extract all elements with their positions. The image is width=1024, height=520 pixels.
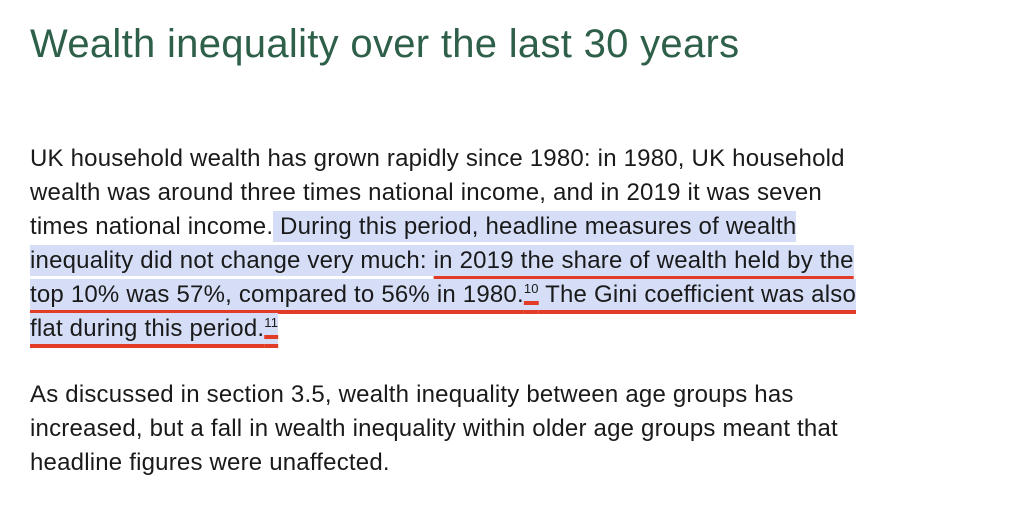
footnote-wrap: 11 [264, 313, 279, 344]
footnote-ref: 11 [264, 313, 279, 332]
text-run: times national income. [30, 213, 274, 240]
text-run: top 10% was 57%, compared to 56% in 1980… [30, 279, 524, 310]
text-line: increased, but a fall in wealth inequali… [30, 412, 838, 446]
text-line: flat during this period.11 [30, 312, 856, 346]
paragraph: As discussed in section 3.5, wealth ineq… [30, 378, 838, 480]
text-line: headline figures were unaffected. [30, 446, 838, 480]
footnote-wrap: 10 [523, 279, 539, 310]
text-run: increased, but a fall in wealth inequali… [30, 415, 838, 442]
text-run: inequality did not change very much: [30, 245, 434, 276]
text-line: top 10% was 57%, compared to 56% in 1980… [30, 278, 856, 312]
text-run: The Gini coefficient was also [538, 279, 856, 310]
text-run: headline figures were unaffected. [30, 449, 390, 476]
text-run: in 2019 the share of wealth held by the [433, 245, 854, 276]
footnote-ref: 10 [523, 279, 539, 298]
text-line: times national income. During this perio… [30, 210, 856, 244]
text-line: wealth was around three times national i… [30, 176, 856, 210]
text-run: During this period, headline measures of… [273, 211, 797, 242]
text-run: flat during this period. [30, 313, 265, 344]
text-line: UK household wealth has grown rapidly si… [30, 142, 856, 176]
text-run: UK household wealth has grown rapidly si… [30, 145, 845, 172]
text-line: inequality did not change very much: in … [30, 244, 856, 278]
text-run: wealth was around three times national i… [30, 179, 822, 206]
heading: Wealth inequality over the last 30 years [30, 22, 740, 66]
text-run: As discussed in section 3.5, wealth ineq… [30, 381, 794, 408]
paragraph: UK household wealth has grown rapidly si… [30, 142, 856, 346]
text-line: As discussed in section 3.5, wealth ineq… [30, 378, 838, 412]
